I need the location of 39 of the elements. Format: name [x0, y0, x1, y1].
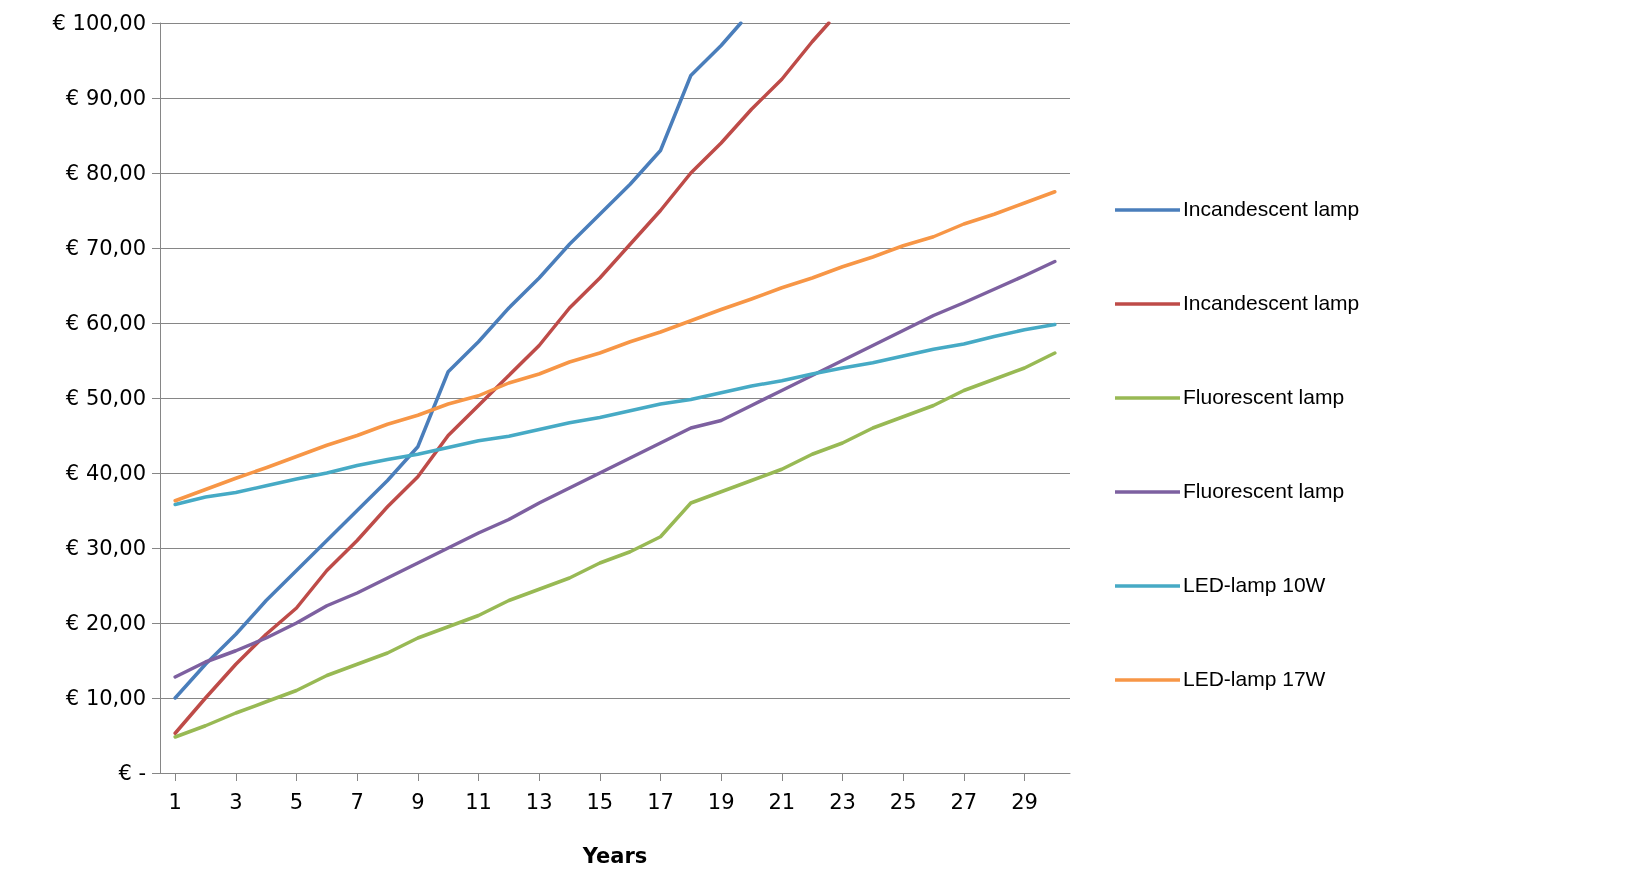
x-tick-label: 25: [889, 789, 917, 814]
y-tick-label: € 30,00: [65, 536, 146, 560]
x-tick-label: 15: [586, 789, 614, 814]
x-tick-label: 13: [525, 789, 553, 814]
y-tick-label: € 70,00: [65, 236, 146, 260]
line-series: [173, 351, 1057, 739]
legend-label: Incandescent lamp: [1183, 291, 1360, 314]
legend-label: LED-lamp 10W: [1183, 573, 1326, 596]
legend-label: LED-lamp 17W: [1183, 667, 1326, 690]
y-tick-label: € 80,00: [65, 161, 146, 185]
y-tick-label: € -: [118, 761, 146, 785]
x-tick-label: 23: [829, 789, 856, 814]
x-tick-label: 29: [1011, 789, 1038, 814]
y-tick-label: € 100,00: [52, 11, 146, 35]
line-series: [173, 21, 831, 735]
line-series: [173, 21, 743, 700]
x-tick-label: 17: [647, 789, 674, 814]
x-tick-label: 21: [768, 789, 796, 814]
y-tick-label: € 40,00: [65, 461, 146, 485]
y-tick-label: € 10,00: [65, 686, 146, 710]
line-series: [173, 259, 1057, 679]
x-tick-label: 1: [168, 789, 182, 814]
legend-label: Fluorescent lamp: [1183, 385, 1345, 408]
x-tick-label: 7: [350, 789, 364, 814]
x-axis-title: Years: [581, 843, 648, 868]
x-tick-label: 27: [950, 789, 978, 814]
line-series: [173, 322, 1057, 507]
x-tick-label: 11: [465, 789, 492, 814]
y-tick-label: € 90,00: [65, 86, 146, 110]
x-tick-label: 5: [289, 789, 304, 814]
y-tick-label: € 50,00: [65, 386, 146, 410]
y-tick-label: € 60,00: [65, 311, 146, 335]
line-series: [173, 190, 1057, 503]
legend-label: Incandescent lamp: [1183, 197, 1360, 220]
x-tick-label: 9: [411, 789, 425, 814]
legend-label: Fluorescent lamp: [1183, 479, 1345, 502]
y-tick-label: € 20,00: [65, 611, 146, 635]
x-tick-label: 3: [229, 789, 243, 814]
x-tick-label: 19: [707, 789, 735, 814]
